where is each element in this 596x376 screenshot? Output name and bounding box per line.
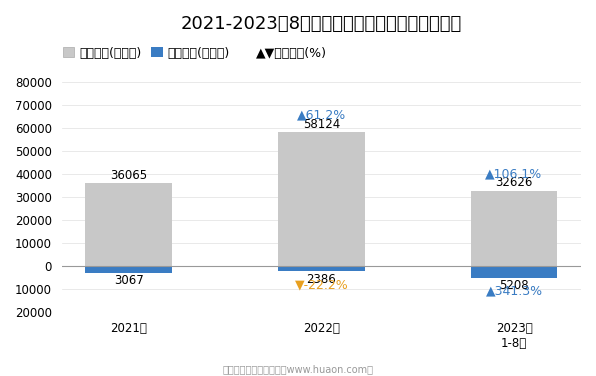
Bar: [278, 132, 365, 266]
Text: 32626: 32626: [495, 176, 533, 190]
Title: 2021-2023年8月青岛即墨综合保税区进、出口额: 2021-2023年8月青岛即墨综合保税区进、出口额: [181, 15, 462, 33]
Text: 5208: 5208: [499, 279, 529, 292]
Text: 36065: 36065: [110, 168, 147, 182]
Text: 58124: 58124: [303, 118, 340, 131]
Bar: [85, 183, 172, 266]
Bar: [471, 191, 557, 266]
Text: ▼-22.2%: ▼-22.2%: [294, 278, 348, 291]
Text: 3067: 3067: [114, 274, 144, 287]
Text: ▲61.2%: ▲61.2%: [297, 109, 346, 122]
Bar: [471, 266, 557, 278]
Legend: 出口总额(万美元), 进口总额(万美元), ▲▼同比增速(%): 出口总额(万美元), 进口总额(万美元), ▲▼同比增速(%): [63, 47, 327, 59]
Bar: [85, 266, 172, 273]
Text: 2386: 2386: [306, 273, 336, 286]
Text: ▲106.1%: ▲106.1%: [485, 167, 543, 180]
Bar: [278, 266, 365, 271]
Text: 制图：华经产业研究院（www.huaon.com）: 制图：华经产业研究院（www.huaon.com）: [222, 364, 374, 374]
Text: ▲341.3%: ▲341.3%: [486, 285, 542, 298]
